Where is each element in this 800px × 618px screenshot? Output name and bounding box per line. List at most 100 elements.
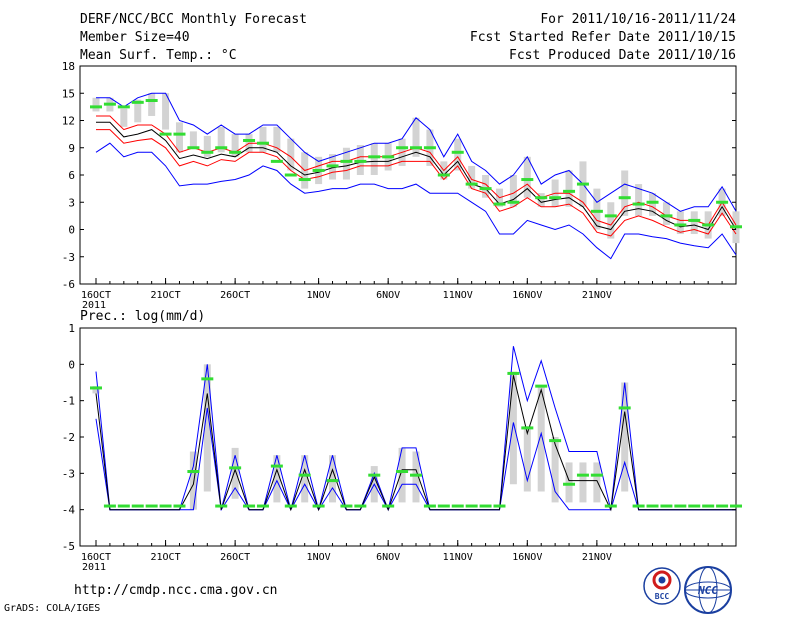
x-tick-label: 11NOV [443,290,473,301]
spread-box [342,147,350,180]
spread-box [523,426,531,492]
bcc-logo-text: BCC [655,592,670,601]
y-tick-label: 1 [68,322,75,335]
temperature-panel: -6 -3 0 3 6 9 12 15 18 16OCT 21OCT 26OCT 1NOV 6NOV 11N… [62,60,742,311]
spread-box [482,175,490,198]
precip-label: Prec.: log(mm/d) [80,309,206,324]
chart-title: DERF/NCC/BCC Monthly Forecast [80,12,307,27]
x-tick-label: 16OCT [81,290,111,301]
spread-box [301,455,309,503]
spread-box [565,170,573,207]
x-tick-label: 16OCT [81,552,111,563]
spread-box [551,437,559,503]
y-tick-label: -2 [62,431,75,444]
fcst-produced-date: Fcst Produced Date 2011/10/16 [509,48,736,63]
spread-box [370,143,378,175]
year-label: 2011 [82,300,106,311]
x-tick-label: 21NOV [582,552,612,563]
y-tick-label: 6 [68,169,75,182]
spread-box [676,211,684,235]
grads-credit: GrADS: COLA/IGES [4,603,101,614]
series-line-lower [95,407,736,512]
spread-box [329,455,337,503]
x-tick-label: 26OCT [220,552,250,563]
spread-box [134,99,142,123]
y-tick-label: -6 [62,278,75,291]
spread-box [621,382,629,492]
spread-box [175,122,183,153]
spread-box [189,131,197,148]
x-tick-label: 26OCT [220,290,250,301]
spread-box [203,364,211,492]
y-tick-label: -4 [62,504,76,517]
spread-box [593,462,601,503]
x-tick-label: 11NOV [443,552,473,563]
series-line-mean [95,375,736,512]
series-line-mean [96,121,737,231]
precipitation-panel: -5 -4 -3 -2 -1 0 1 16OCT 21OCT 26OCT 1NOV 6NOV 11NOV… [62,322,742,573]
variable-label: Mean Surf. Temp.: °C [80,48,237,63]
spread-box [565,462,573,503]
y-tick-label: 12 [62,115,75,128]
spread-box [287,138,295,171]
spread-box [231,134,239,157]
spread-box [92,97,100,112]
spread-box [162,93,170,130]
spread-box [203,135,211,157]
spread-box [579,462,587,503]
y-tick-label: -3 [62,251,75,264]
y-tick-label: 18 [62,60,75,73]
x-tick-label: 6NOV [376,552,400,563]
spread-box [593,188,601,230]
series-line-upper [95,346,736,512]
spread-box [231,447,239,499]
spread-box [454,138,462,171]
spread-box [189,451,197,510]
y-tick-label: 3 [68,196,75,209]
spread-box [523,156,531,198]
spread-box [649,193,657,216]
spread-box [398,447,406,503]
plot-frame [79,327,737,547]
x-tick-label: 21OCT [151,290,181,301]
year-label: 2011 [82,562,106,573]
x-tick-label: 1NOV [307,290,331,301]
series-line-inner_lower [96,129,737,237]
spread-box [509,371,517,485]
series-line-upper [96,92,737,212]
x-tick-label: 6NOV [376,290,400,301]
spread-box [468,165,476,189]
x-tick-label: 16NOV [512,552,542,563]
y-tick-label: -3 [62,467,75,480]
x-tick-label: 16NOV [512,290,542,301]
spread-box [690,211,698,235]
spread-box [273,455,281,503]
x-tick-label: 21OCT [151,552,181,563]
ncc-logo: NCC [684,566,732,614]
x-tick-label: 21NOV [582,290,612,301]
member-size: Member Size=40 [80,30,190,45]
y-tick-label: 15 [62,87,75,100]
spread-box [148,93,156,116]
y-tick-label: 0 [68,224,75,237]
spread-box [259,126,267,153]
spread-box [412,451,420,503]
spread-box [635,184,643,216]
y-tick-label: -1 [62,395,75,408]
spread-box [412,117,420,157]
spread-box [92,386,100,394]
fcst-started-date: Fcst Started Refer Date 2011/10/15 [469,30,736,45]
spread-box [607,202,615,239]
ncc-logo-text: NCC [697,584,718,597]
spread-box [120,108,128,127]
plot-frame [79,65,737,285]
source-url: http://cmdp.ncc.cma.gov.cn [74,583,278,598]
x-tick-label: 1NOV [307,552,331,563]
spread-box [662,202,670,225]
forecast-period: For 2011/10/16-2011/11/24 [540,12,736,27]
y-tick-label: 9 [68,142,75,155]
spread-box [537,386,545,492]
spread-box [621,170,629,216]
y-tick-label: 0 [68,358,75,371]
